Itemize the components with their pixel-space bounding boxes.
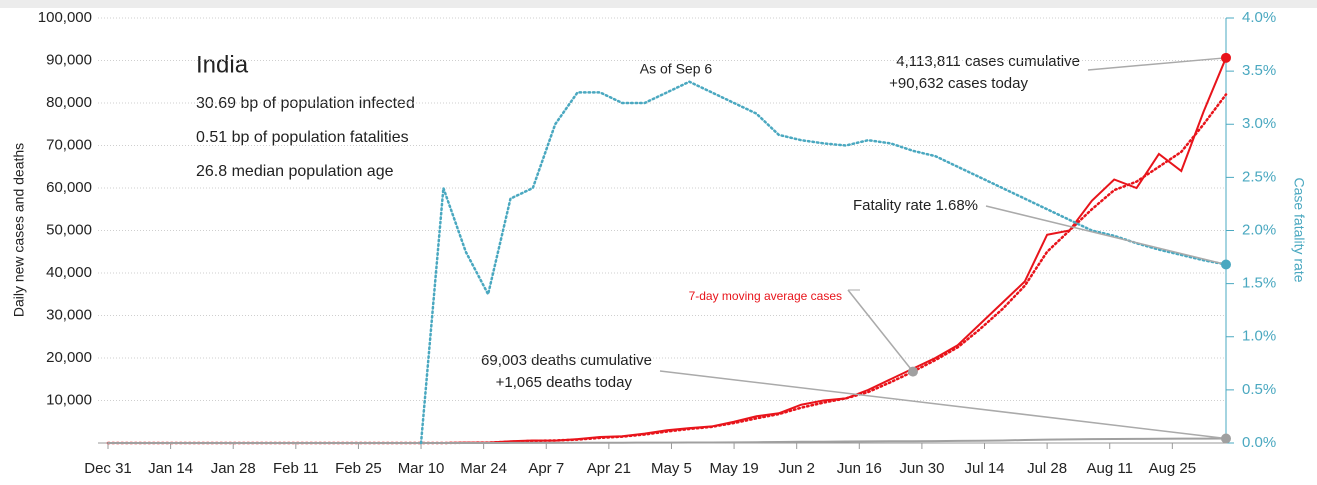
end-marker: [907, 366, 918, 377]
leader-line: [985, 205, 1227, 266]
y2-tick-label: 4.0%: [1242, 9, 1276, 26]
y-tick-label: 50,000: [46, 221, 92, 238]
x-tick-label: May 19: [709, 460, 758, 477]
cases-note: 4,113,811 cases cumulative: [896, 53, 1080, 70]
y-tick-label: 90,000: [46, 51, 92, 68]
y-tick-label: 30,000: [46, 306, 92, 323]
y-tick-label: 10,000: [46, 391, 92, 408]
leader-line: [847, 289, 914, 373]
series-line: [107, 56, 1227, 444]
y2-axis-label: Case fatality rate: [1291, 177, 1307, 282]
x-tick-label: Apr 7: [528, 460, 564, 477]
leader-line: [1087, 57, 1227, 71]
y2-tick-label: 1.0%: [1242, 328, 1276, 345]
end-marker: [1221, 52, 1231, 63]
fatality-note: Fatality rate 1.68%: [853, 197, 978, 214]
x-tick-label: Jan 14: [148, 460, 193, 477]
deaths-note: +1,065 deaths today: [496, 374, 633, 391]
x-tick-label: Mar 10: [398, 460, 445, 477]
x-tick-label: Jun 2: [778, 460, 815, 477]
x-tick-label: Feb 25: [335, 460, 382, 477]
series-line: [419, 80, 1228, 445]
x-tick-label: Jun 16: [837, 460, 882, 477]
y-axis-label: Daily new cases and deaths: [11, 143, 27, 317]
x-tick-label: Feb 11: [273, 460, 319, 477]
y2-tick-label: 2.0%: [1242, 221, 1276, 238]
x-tick-label: Aug 11: [1087, 460, 1133, 477]
y2-tick-label: 0.5%: [1242, 381, 1276, 398]
y-tick-label: 40,000: [46, 264, 92, 281]
stat: 30.69 bp of population infected: [196, 95, 415, 112]
stat: 0.51 bp of population fatalities: [196, 129, 409, 146]
y2-tick-label: 3.5%: [1242, 62, 1276, 79]
end-marker: [1221, 259, 1231, 270]
x-tick-label: Jul 14: [964, 460, 1004, 477]
x-tick-label: Jan 28: [211, 460, 256, 477]
cases-note: +90,632 cases today: [889, 75, 1028, 92]
deaths-note: 69,003 deaths cumulative: [481, 352, 652, 369]
leader-line: [659, 370, 1227, 440]
x-tick-label: Aug 25: [1149, 460, 1197, 477]
series-line: [107, 437, 1227, 444]
y2-tick-label: 2.5%: [1242, 168, 1276, 185]
y-tick-label: 60,000: [46, 179, 92, 196]
ma-note: 7-day moving average cases: [689, 289, 842, 303]
y2-tick-label: 0.0%: [1242, 434, 1276, 451]
y-tick-label: 70,000: [46, 136, 92, 153]
x-tick-label: Apr 21: [587, 460, 631, 477]
x-tick-label: May 5: [651, 460, 692, 477]
x-tick-label: Jun 30: [899, 460, 944, 477]
end-marker: [1221, 433, 1231, 444]
top-bar: [0, 0, 1317, 8]
x-tick-label: Jul 28: [1027, 460, 1067, 477]
country-title: India: [196, 51, 249, 78]
y-tick-label: 20,000: [46, 349, 92, 366]
y-tick-label: 80,000: [46, 94, 92, 111]
series-line: [106, 93, 1228, 445]
x-tick-label: Dec 31: [84, 460, 132, 477]
y2-tick-label: 3.0%: [1242, 115, 1276, 132]
as-of-note: As of Sep 6: [640, 61, 713, 77]
y2-tick-label: 1.5%: [1242, 275, 1276, 292]
stat: 26.8 median population age: [196, 163, 394, 180]
x-tick-label: Mar 24: [460, 460, 507, 477]
y-tick-label: 100,000: [38, 9, 92, 26]
